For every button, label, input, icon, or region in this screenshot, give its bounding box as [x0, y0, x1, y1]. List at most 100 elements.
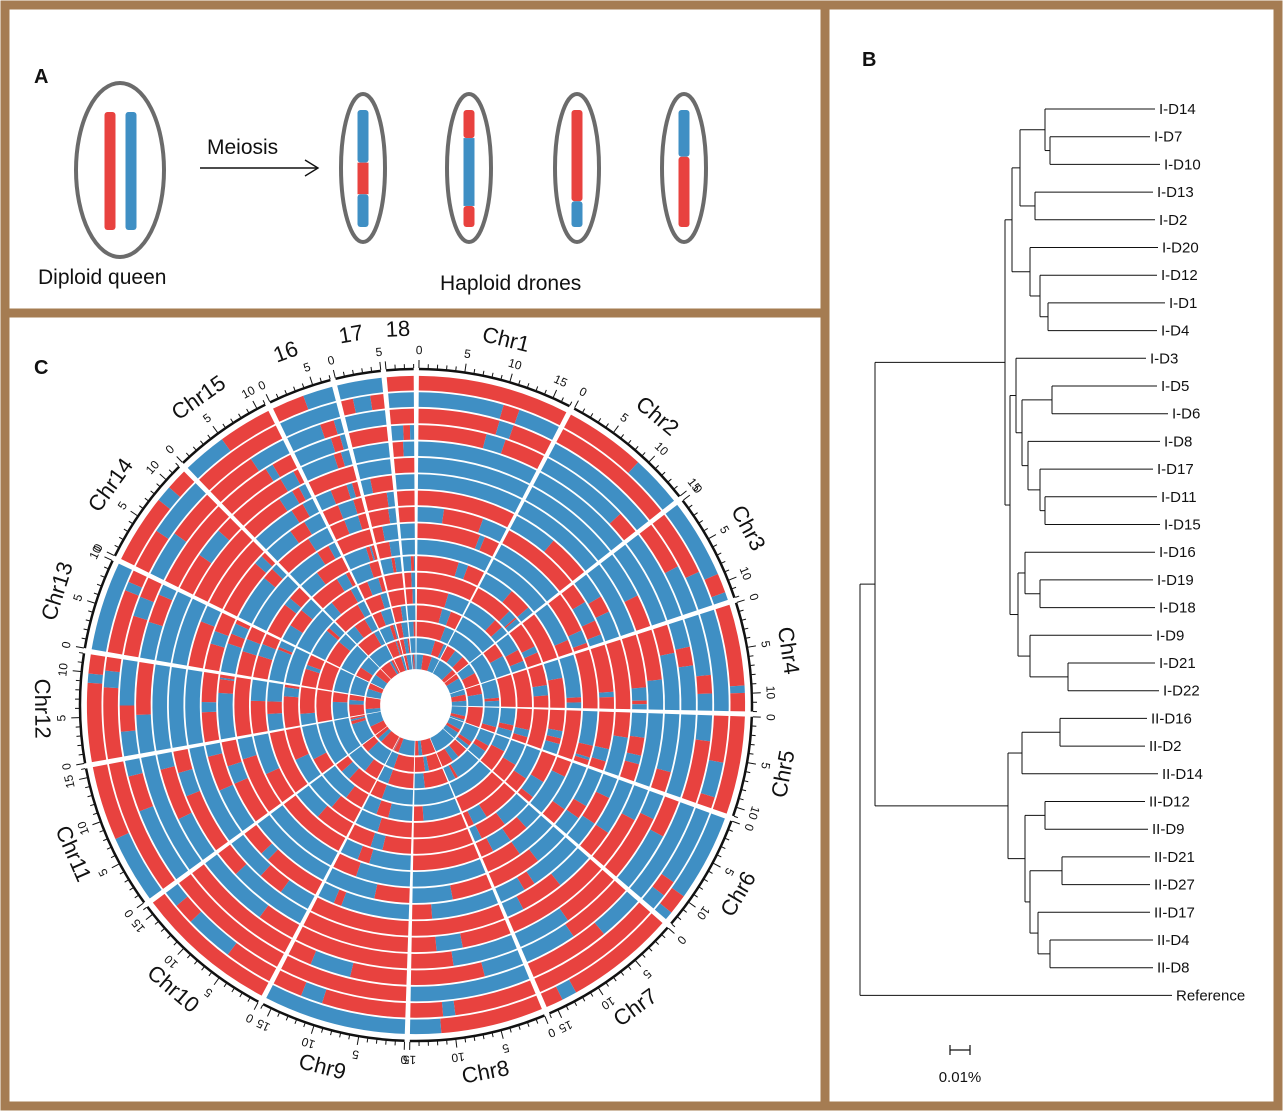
axis-tick	[744, 780, 749, 783]
haplotype-block	[502, 816, 527, 841]
haplotype-block	[450, 706, 467, 717]
haplotype-block	[517, 501, 597, 571]
haplotype-block	[364, 492, 389, 512]
haplotype-block	[393, 624, 399, 639]
haplotype-block	[255, 510, 300, 550]
haplotype-block	[417, 539, 492, 572]
chromosome-axis	[84, 768, 146, 904]
haplotype-block	[301, 982, 327, 1004]
haplotype-block	[412, 654, 415, 670]
haplotype-block	[341, 398, 356, 416]
axis-tick	[642, 954, 646, 958]
haplotype-block	[559, 654, 582, 698]
haplotype-block	[186, 790, 228, 851]
haplotype-block	[340, 839, 363, 860]
axis-tick	[648, 947, 653, 952]
axis-tick	[87, 795, 92, 798]
tree-leaf-label: Reference	[1176, 987, 1245, 1004]
haplotype-block	[371, 545, 378, 561]
haplotype-block	[135, 530, 169, 573]
haplotype-block	[413, 813, 467, 838]
haplotype-block	[349, 694, 365, 702]
axis-tick	[721, 560, 726, 564]
axis-tick-label: 15	[552, 372, 570, 390]
haplotype-block	[517, 788, 533, 802]
tree-leaf-label: I-D12	[1161, 267, 1198, 284]
chromosome-axis	[734, 602, 754, 712]
haplotype-block	[450, 689, 466, 698]
haplotype-block	[418, 425, 487, 449]
haplotype-block	[366, 711, 384, 727]
haplotype-block	[447, 717, 464, 730]
axis-tick	[552, 389, 558, 398]
haplotype-block	[346, 785, 369, 808]
axis-tick	[699, 886, 704, 890]
axis-tick	[150, 490, 155, 494]
tree-leaf-label: I-D10	[1164, 156, 1201, 173]
axis-tick	[739, 609, 744, 612]
haplotype-block	[345, 410, 387, 432]
drone-cell	[660, 92, 708, 244]
haplotype-block	[374, 630, 386, 646]
haplotype-block	[423, 756, 430, 772]
haplotype-block	[365, 707, 381, 714]
tree-leaf-label: I-D8	[1164, 433, 1192, 450]
haplotype-block	[418, 408, 500, 435]
haplotype-block	[405, 589, 413, 604]
haplotype-block	[369, 645, 393, 668]
chromosome-label: 17	[337, 320, 365, 349]
axis-tick	[114, 544, 119, 548]
haplotype-block	[250, 440, 290, 472]
haplotype-block	[566, 697, 582, 703]
axis-tick	[655, 941, 660, 945]
haplotype-block	[403, 638, 410, 654]
haplotype-block	[380, 608, 395, 626]
haplotype-block	[326, 628, 341, 641]
axis-tick	[635, 445, 639, 450]
haplotype-block	[480, 744, 505, 770]
haplotype-block	[394, 557, 402, 573]
haplotype-block	[420, 738, 436, 756]
haplotype-block	[290, 552, 326, 585]
haplotype-block	[285, 648, 310, 686]
haplotype-block	[416, 638, 436, 655]
axis-tick	[356, 1036, 360, 1046]
haplotype-block	[152, 893, 269, 996]
haplotype-block	[310, 897, 409, 936]
haplotype-block	[647, 679, 664, 710]
haplotype-block	[417, 556, 459, 577]
haplotype-block	[357, 601, 371, 618]
haplotype-block	[350, 714, 365, 720]
haplotype-block	[396, 490, 415, 507]
haplotype-block	[548, 709, 565, 732]
haplotype-block	[412, 904, 433, 920]
chromatid-segment	[678, 156, 690, 227]
axis-tick	[384, 361, 387, 370]
panel-c: C 0 51015Chr1051015Chr20510Chr30510Chr405…	[30, 316, 805, 1089]
haplotype-block	[398, 507, 415, 523]
haplotype-block	[227, 943, 277, 982]
haplotype-block	[352, 442, 390, 464]
haplotype-block	[253, 733, 280, 775]
axis-tick	[262, 399, 266, 405]
haplotype-block	[284, 598, 302, 614]
haplotype-block	[704, 574, 726, 598]
haplotype-block	[652, 873, 674, 896]
haplotype-block	[92, 764, 129, 839]
tree-leaf-label: II-D21	[1154, 849, 1195, 866]
haplotype-block	[337, 377, 384, 400]
haplotype-block	[559, 869, 614, 921]
haplotype-block	[508, 859, 602, 932]
haplotype-block	[365, 546, 374, 562]
haplotype-block	[445, 722, 461, 733]
haplotype-block	[415, 740, 419, 756]
haplotype-block	[391, 659, 400, 674]
haplotype-block	[551, 756, 572, 777]
haplotype-block	[330, 435, 344, 453]
axis-tick	[99, 830, 104, 833]
haplotype-block	[640, 790, 664, 820]
haplotype-block	[231, 623, 249, 639]
tree-leaf-label: II-D12	[1149, 794, 1190, 811]
haplotype-block	[416, 654, 424, 670]
drone-cell-outline	[445, 92, 493, 244]
